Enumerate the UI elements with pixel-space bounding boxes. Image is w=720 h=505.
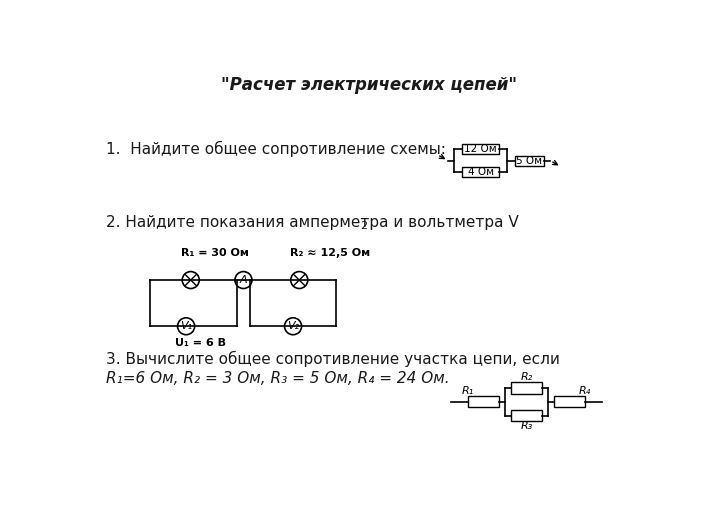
Bar bbox=[511, 410, 542, 421]
Text: U₁ = 6 В: U₁ = 6 В bbox=[175, 338, 226, 348]
Text: V₂: V₂ bbox=[287, 321, 299, 331]
Text: 2: 2 bbox=[360, 221, 366, 231]
Text: 1.  Найдите общее сопротивление схемы:: 1. Найдите общее сопротивление схемы: bbox=[106, 141, 446, 157]
Text: R₃: R₃ bbox=[521, 421, 533, 431]
Bar bbox=[468, 396, 499, 408]
Text: 3. Вычислите общее сопротивление участка цепи, если: 3. Вычислите общее сопротивление участка… bbox=[106, 351, 559, 368]
Text: R₁: R₁ bbox=[462, 386, 474, 396]
Text: R₁ = 30 Ом: R₁ = 30 Ом bbox=[181, 248, 249, 258]
Bar bbox=[554, 396, 585, 408]
Text: 12 Ом: 12 Ом bbox=[464, 144, 497, 154]
Text: "Расчет электрических цепей": "Расчет электрических цепей" bbox=[221, 76, 517, 94]
Bar bbox=[462, 144, 499, 154]
Text: 4 Ом: 4 Ом bbox=[467, 167, 494, 177]
Text: R₂: R₂ bbox=[521, 373, 533, 382]
Bar bbox=[511, 382, 542, 393]
Text: R₄: R₄ bbox=[579, 386, 591, 396]
Bar bbox=[515, 156, 544, 166]
Bar bbox=[462, 167, 499, 177]
Text: R₂ ≈ 12,5 Ом: R₂ ≈ 12,5 Ом bbox=[290, 248, 370, 258]
Text: 5 Ом: 5 Ом bbox=[516, 156, 542, 166]
Text: V₁: V₁ bbox=[180, 321, 192, 331]
Text: 2. Найдите показания амперметра и вольтметра V: 2. Найдите показания амперметра и вольтм… bbox=[106, 215, 518, 230]
Text: A: A bbox=[240, 275, 247, 285]
Text: R₁=6 Ом, R₂ = 3 Ом, R₃ = 5 Ом, R₄ = 24 Ом.: R₁=6 Ом, R₂ = 3 Ом, R₃ = 5 Ом, R₄ = 24 О… bbox=[106, 371, 449, 386]
